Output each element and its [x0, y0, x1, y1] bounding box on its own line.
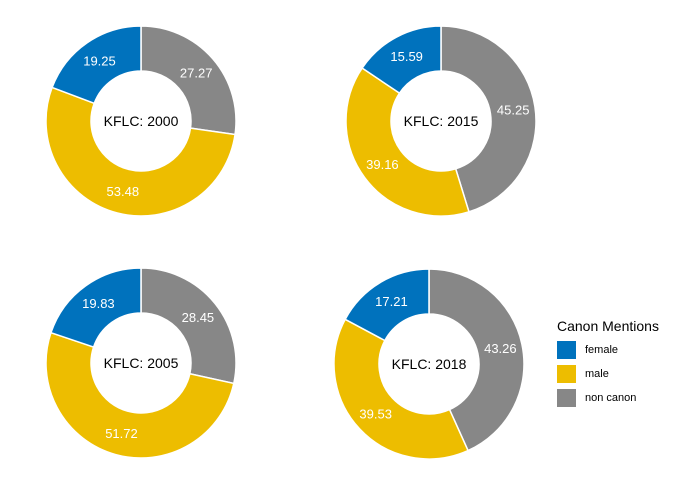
slice-male: [333, 318, 470, 460]
legend-title: Canon Mentions: [557, 318, 659, 334]
center-label: KFLC: 2015: [404, 113, 479, 129]
slice-non-canon: [140, 25, 237, 136]
donut-kflc-2015: 45.25 39.16 15.59 KFLC: 2015: [345, 25, 537, 217]
slice-female: [51, 25, 142, 105]
slice-female: [50, 267, 142, 348]
data-label-non-canon: 43.26: [484, 341, 517, 356]
legend: Canon Mentions female male non canon: [557, 318, 659, 407]
slice-male: [45, 331, 235, 459]
data-label-female: 17.21: [375, 294, 408, 309]
slice-female: [361, 25, 442, 95]
legend-label-non-canon: non canon: [585, 392, 636, 404]
data-label-male: 39.16: [366, 157, 399, 172]
data-label-non-canon: 45.25: [497, 103, 530, 118]
center-label: KFLC: 2018: [392, 356, 467, 372]
data-label-non-canon: 27.27: [180, 66, 213, 81]
donut-kflc-2018: 43.26 39.53 17.21 KFLC: 2018: [333, 268, 525, 460]
slice-non-canon: [140, 267, 237, 385]
legend-swatch-male: [557, 365, 576, 383]
slice-male: [45, 86, 236, 217]
data-label-male: 53.48: [107, 184, 140, 199]
center-label: KFLC: 2000: [104, 113, 179, 129]
legend-swatch-female: [557, 341, 576, 359]
legend-entries: female male non canon: [557, 341, 636, 407]
center-label: KFLC: 2005: [104, 355, 179, 371]
donut-kflc-2005: 28.45 51.72 19.83 KFLC: 2005: [45, 267, 237, 459]
legend-label-female: female: [585, 344, 618, 356]
legend-label-male: male: [585, 368, 609, 380]
data-label-female: 19.83: [82, 296, 115, 311]
slice-non-canon: [428, 268, 525, 452]
slice-non-canon: [440, 25, 537, 213]
donut-kflc-2000: 27.27 53.48 19.25 KFLC: 2000: [45, 25, 237, 217]
data-label-male: 51.72: [105, 426, 138, 441]
data-label-female: 15.59: [390, 49, 423, 64]
data-label-female: 19.25: [83, 53, 116, 68]
donut-charts: 27.27 53.48 19.25 KFLC: 2000 45.25 39.16 15.59…: [45, 25, 537, 460]
data-label-non-canon: 28.45: [182, 310, 215, 325]
data-label-male: 39.53: [359, 406, 392, 421]
legend-swatch-non-canon: [557, 389, 576, 407]
slice-male: [345, 67, 470, 217]
slice-female: [344, 268, 430, 342]
